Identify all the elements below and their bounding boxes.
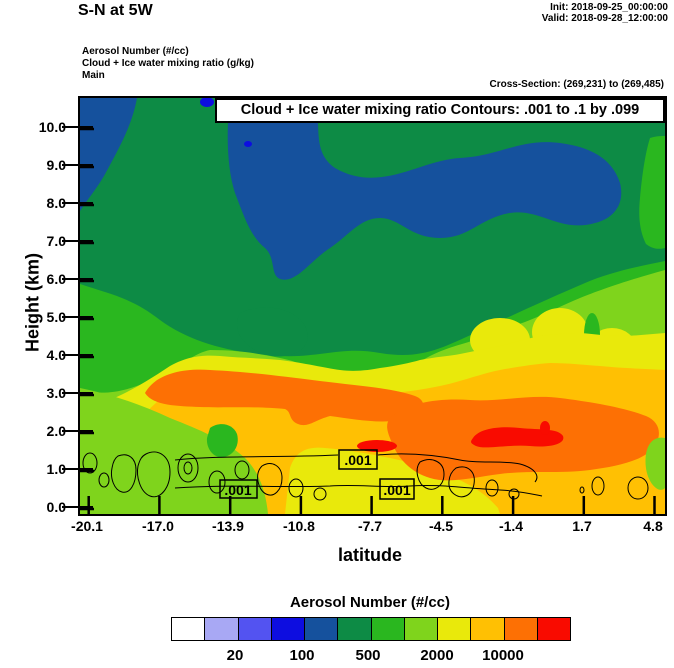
colorbar-cell: [371, 618, 405, 640]
y-tick-marks-inner: [80, 127, 94, 511]
x-tick-label: -7.7: [357, 518, 383, 534]
colorbar-cell: [238, 618, 272, 640]
colorbar-cell: [504, 618, 538, 640]
x-axis-title: latitude: [337, 545, 402, 565]
contour-label: .001: [224, 482, 251, 498]
fill-red-core: [540, 421, 550, 435]
y-tick-label: 3.0: [46, 385, 66, 401]
x-tick-label: -10.8: [283, 518, 315, 534]
y-tick-label: 4.0: [46, 347, 66, 363]
fill-orange-tongue: [145, 369, 424, 426]
x-tick-label: -13.9: [212, 518, 244, 534]
fill-green-blob: [206, 424, 238, 458]
y-tick: [62, 430, 93, 432]
fill-darkgreen-tongue: [237, 307, 308, 357]
y-tick-label: 9.0: [46, 157, 66, 173]
x-tick-label: -1.4: [498, 518, 524, 534]
plot-area: .001 .001 .001: [78, 96, 667, 516]
y-tick: [62, 316, 93, 318]
fill-field-label: Aerosol Number (#/cc): [82, 46, 189, 57]
y-tick-label: 0.0: [46, 499, 66, 515]
colorbar-cell: [537, 618, 570, 640]
y-tick-label: 10.0: [38, 119, 66, 135]
fill-yellowgreen-bottom-left: [80, 388, 268, 514]
fill-royalblue-spot: [244, 141, 252, 147]
y-tick: [62, 164, 93, 166]
colorbar-label: 20: [226, 647, 244, 664]
y-tick-label: 7.0: [46, 233, 66, 249]
y-tick: [62, 202, 93, 204]
page-title: S-N at 5W: [78, 2, 153, 19]
x-tick-label: 4.8: [643, 518, 663, 534]
x-tick-label: -20.1: [71, 518, 103, 534]
y-tick-label: 1.0: [46, 461, 66, 477]
fill-blue-topleft: [80, 98, 137, 211]
y-tick: [62, 392, 93, 394]
y-tick: [62, 240, 93, 242]
y-tick: [62, 506, 93, 508]
colorbar-cell: [172, 618, 206, 640]
x-tick-label: -4.5: [428, 518, 454, 534]
y-tick-label: 2.0: [46, 423, 66, 439]
colorbar-label: 500: [355, 647, 381, 664]
mixing-ratio-contours: [82, 451, 649, 501]
colorbar-label: 10000: [482, 647, 524, 664]
fill-green-right-edge: [639, 136, 665, 249]
valid-timestamp: Valid: 2018-09-28_12:00:00: [541, 13, 668, 24]
contour-field-label: Cloud + Ice water mixing ratio (g/kg): [82, 58, 254, 69]
contour-label: .001: [344, 452, 371, 468]
y-axis-title: Height (km): [22, 253, 43, 352]
x-tick-marks: [87, 496, 656, 514]
colorbar-cell: [305, 618, 339, 640]
y-tick-label: 5.0: [46, 309, 66, 325]
y-tick: [62, 278, 93, 280]
contour-plot-svg: .001 .001 .001: [80, 98, 665, 514]
y-tick: [62, 126, 93, 128]
contour-label: .001: [383, 482, 410, 498]
colorbar-label: 2000: [420, 647, 454, 664]
contour-labels: .001 .001 .001: [219, 449, 415, 500]
cross-section-label: Cross-Section: (269,231) to (269,485): [489, 79, 664, 90]
y-tick-label: 6.0: [46, 271, 66, 287]
fill-royalblue-spot: [200, 98, 214, 107]
y-tick-label: 8.0: [46, 195, 66, 211]
colorbar-cell: [271, 618, 305, 640]
aerosol-fill-regions: [80, 98, 665, 514]
fill-red-core: [471, 427, 564, 448]
fill-yellowgreen-right-edge: [645, 437, 665, 490]
colorbar-cell: [404, 618, 438, 640]
colorbar: [171, 617, 571, 641]
x-tick-label: 1.7: [572, 518, 592, 534]
colorbar-cell: [205, 618, 239, 640]
colorbar-label: 100: [289, 647, 315, 664]
fill-red-core: [357, 440, 397, 452]
x-tick-label: -17.0: [142, 518, 174, 534]
y-tick: [62, 468, 93, 470]
plot-title-box: Cloud + Ice water mixing ratio Contours:…: [215, 98, 665, 123]
grid-name-label: Main: [82, 70, 105, 81]
colorbar-title: Aerosol Number (#/cc): [289, 594, 451, 611]
fill-blue-band: [227, 98, 622, 280]
colorbar-cell: [438, 618, 472, 640]
y-tick: [62, 354, 93, 356]
colorbar-cell: [338, 618, 372, 640]
colorbar-cell: [471, 618, 505, 640]
init-timestamp: Init: 2018-09-25_00:00:00: [550, 2, 668, 13]
